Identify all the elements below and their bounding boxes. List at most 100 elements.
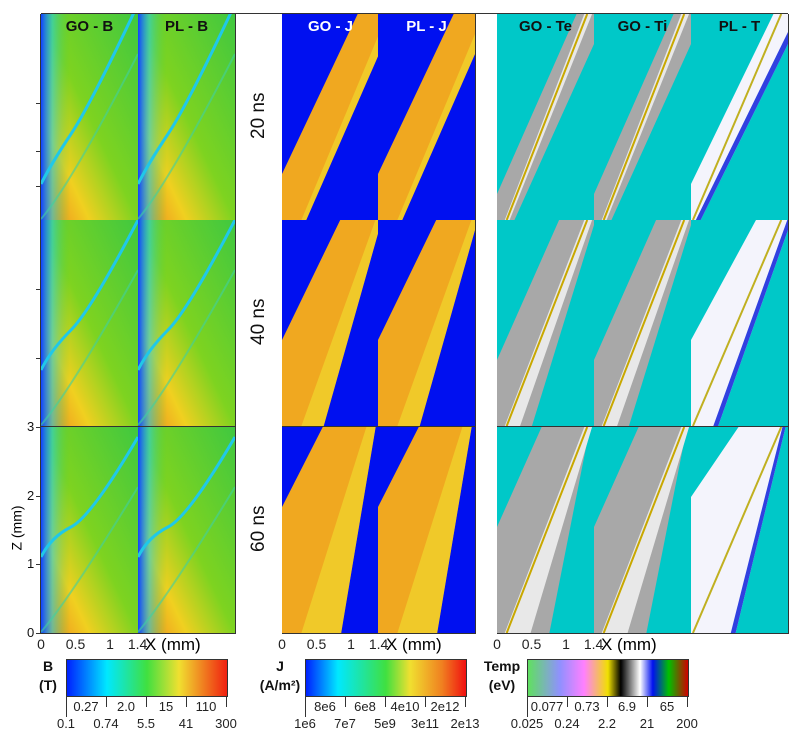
heatmap-image (497, 427, 594, 633)
heatmap-image (41, 220, 138, 426)
colorbar-tick (226, 697, 227, 707)
x-axis-label: X (mm) (386, 635, 442, 654)
colorbar-tick (186, 697, 187, 707)
heatmap-panel (138, 427, 236, 634)
heatmap-image (691, 427, 788, 633)
time-label: 40 ns (248, 298, 269, 345)
colorbar-tick (607, 697, 608, 707)
colorbar-tick-label: 200 (676, 716, 698, 731)
colorbar-tick-label: 0.27 (73, 699, 99, 714)
colorbar-label: B (42, 658, 54, 674)
x-tick-label: 1 (347, 636, 355, 652)
colorbar-tick-label: 15 (158, 699, 174, 714)
colorbar-tick (66, 697, 67, 717)
colorbar-tick-label: 2.2 (597, 716, 617, 731)
colorbar-tick-label: 1e6 (294, 716, 316, 731)
heatmap-panel: GO - J (282, 14, 380, 221)
colorbar-tick (527, 697, 528, 717)
heatmap-panel (497, 220, 595, 427)
y-axis-label: Z (mm) (8, 505, 25, 551)
colorbar-temp (527, 659, 689, 697)
panel-title: GO - Te (518, 18, 573, 35)
colorbar-tick-label: 110 (195, 699, 217, 714)
y-tick-mark (36, 564, 41, 566)
heatmap-panel (282, 220, 380, 427)
panel-title: PL - T (718, 18, 761, 35)
colorbar-tick-label: 5.5 (136, 716, 156, 731)
colorbar-tick-label: 6.9 (617, 699, 637, 714)
heatmap-panel: GO - Te (497, 14, 595, 221)
colorbar-tick-label: 0.077 (530, 699, 564, 714)
heatmap-image (594, 427, 691, 633)
heatmap-panel (691, 427, 789, 634)
colorbar-tick-label: 300 (215, 716, 237, 731)
colorbar-tick-label: 0.74 (93, 716, 119, 731)
colorbar-tick-label: 3e11 (411, 716, 439, 731)
x-tick-label: 0.5 (306, 636, 327, 652)
heatmap-image (282, 220, 379, 426)
heatmap-panel (378, 427, 476, 634)
panel-title: PL - B (164, 18, 209, 35)
heatmap-image (594, 220, 691, 426)
heatmap-panel: PL - B (138, 14, 236, 221)
heatmap-panel (138, 220, 236, 427)
colorbar-tick-label: 2e12 (430, 699, 460, 714)
colorbar-unit: (eV) (488, 677, 516, 693)
colorbar-tick-label: 0.24 (554, 716, 580, 731)
colorbar-tick-label: 2e13 (450, 716, 480, 731)
panel-title: PL - J (406, 18, 447, 35)
y-tick-mark (36, 103, 41, 104)
y-tick-mark (36, 633, 41, 634)
colorbar-tick-label: 0.1 (56, 716, 76, 731)
heatmap-panel (282, 427, 380, 634)
colorbar-tick-label: 6e8 (354, 699, 376, 714)
heatmap-image (378, 14, 475, 220)
heatmap-image (138, 14, 235, 220)
colorbar-tick (305, 697, 306, 717)
colorbar-j (305, 659, 467, 697)
time-label: 60 ns (248, 505, 269, 552)
y-tick-label: 0 (27, 625, 35, 640)
x-tick-label: 0 (493, 636, 501, 652)
heatmap-image (282, 427, 379, 633)
x-axis-label: X (mm) (601, 635, 657, 654)
heatmap-panel (594, 427, 692, 634)
y-tick-mark (36, 151, 41, 152)
y-tick-mark (36, 289, 41, 290)
colorbar-tick (385, 697, 386, 707)
colorbar-tick-label: 0.73 (574, 699, 600, 714)
left-axis (40, 14, 41, 634)
x-tick-label: 0.5 (521, 636, 542, 652)
y-tick-mark (36, 186, 41, 187)
x-axis-label: X (mm) (145, 635, 201, 654)
heatmap-panel: GO - B (41, 14, 139, 221)
x-tick-label: 1 (562, 636, 570, 652)
heatmap-panel (594, 220, 692, 427)
colorbar-label: Temp (483, 658, 521, 674)
heatmap-image (41, 14, 138, 220)
colorbar-tick (425, 697, 426, 707)
heatmap-panel: GO - Ti (594, 14, 692, 221)
heatmap-image (282, 14, 379, 220)
colorbar-tick (465, 697, 466, 707)
panel-title: GO - J (307, 18, 353, 35)
colorbar-tick-label: 65 (659, 699, 675, 714)
panel-title: GO - Ti (617, 18, 668, 35)
heatmap-panel (378, 220, 476, 427)
time-label: 20 ns (248, 92, 269, 139)
heatmap-panel: PL - T (691, 14, 789, 221)
colorbar-tick-label: 7e7 (334, 716, 356, 731)
heatmap-image (497, 14, 594, 220)
x-tick-label: 1 (106, 636, 114, 652)
heatmap-image (691, 14, 788, 220)
colorbar-label: J (276, 658, 284, 674)
heatmap-panel (497, 427, 595, 634)
colorbar-b (66, 659, 228, 697)
colorbar-tick (687, 697, 688, 707)
y-tick-mark (36, 495, 41, 497)
y-tick-mark (36, 426, 41, 428)
colorbar-tick (567, 697, 568, 707)
heatmap-panel (691, 220, 789, 427)
heatmap-image (378, 427, 475, 633)
heatmap-image (497, 220, 594, 426)
